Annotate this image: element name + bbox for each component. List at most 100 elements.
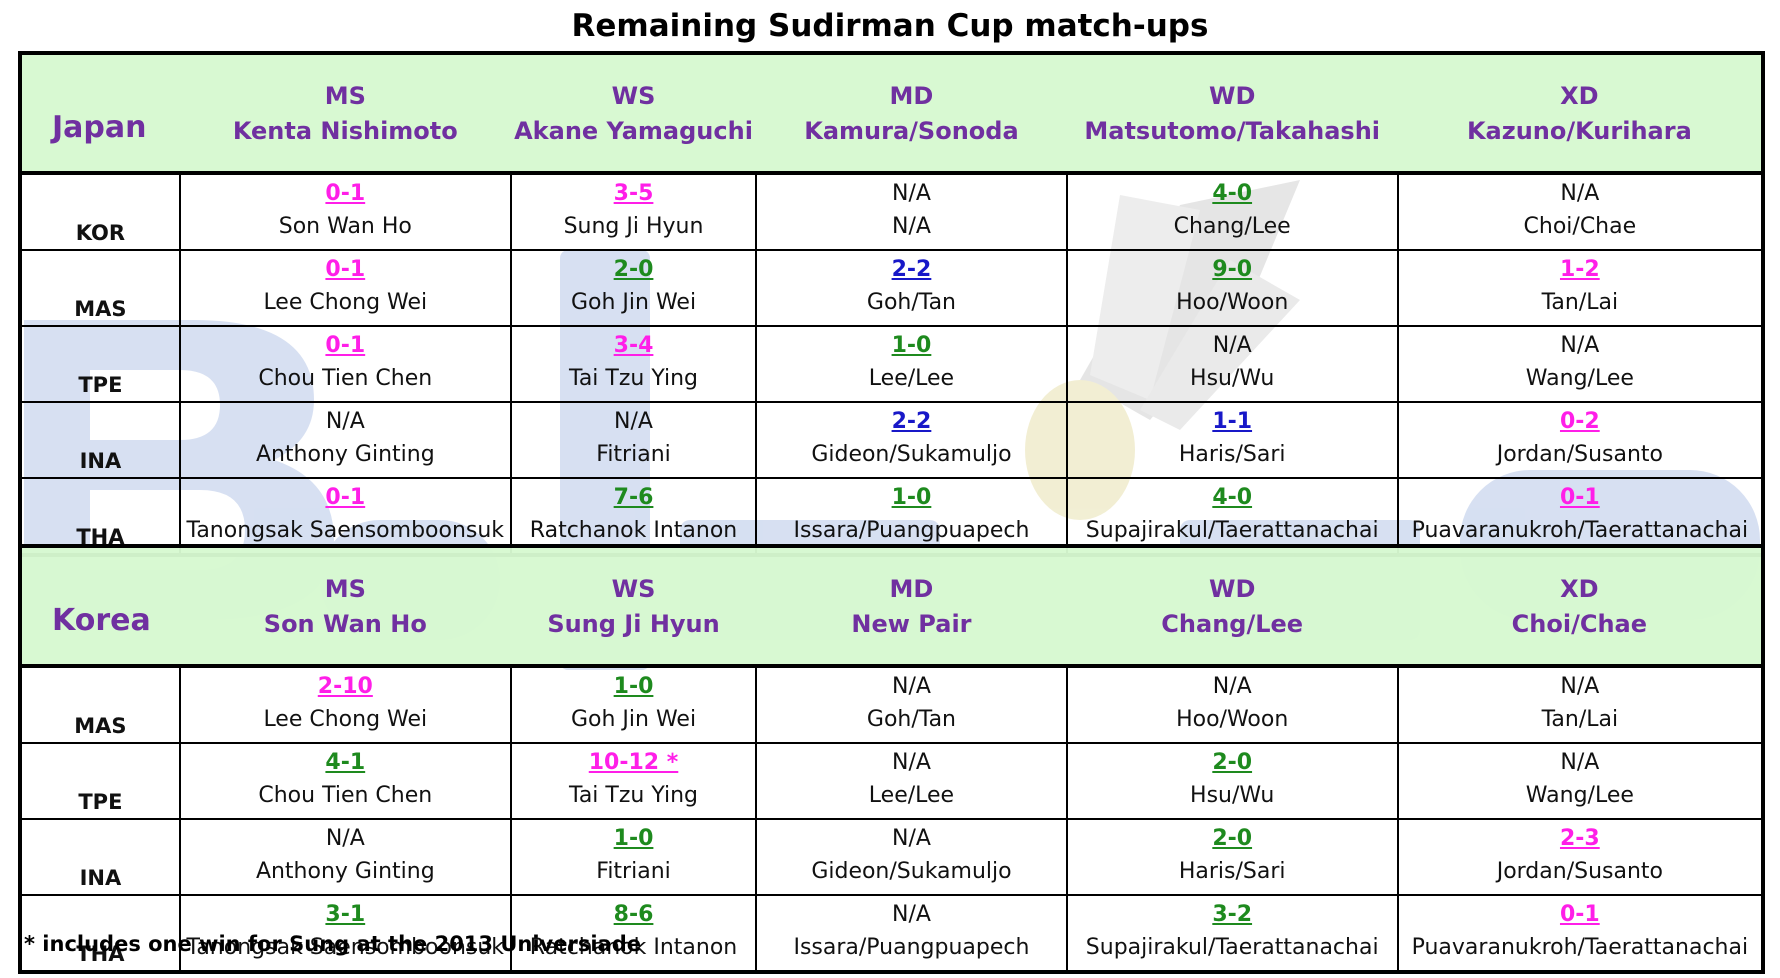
- matchup-cell: 7-6 Ratchanok Intanon: [509, 477, 758, 556]
- opponent-name: Chou Tien Chen: [258, 366, 433, 391]
- opponent-name: Tanongsak Saensomboonsuk: [186, 935, 505, 960]
- opponent-name: Son Wan Ho: [278, 214, 412, 239]
- event-header: WD Matsutomo/Takahashi: [1066, 53, 1398, 175]
- head-to-head-record[interactable]: 0-2: [1559, 409, 1600, 434]
- opponent-name: Lee Chong Wei: [263, 707, 428, 732]
- event-player: Son Wan Ho: [263, 610, 427, 638]
- matchup-cell: 0-1 Lee Chong Wei: [178, 249, 512, 327]
- matchup-cell: 0-1 Chou Tien Chen: [178, 325, 512, 403]
- head-to-head-record[interactable]: 1-0: [613, 826, 654, 851]
- head-to-head-record[interactable]: 0-1: [1559, 485, 1600, 510]
- opponent-name: Hsu/Wu: [1190, 783, 1275, 808]
- head-to-head-record[interactable]: 8-6: [613, 902, 654, 927]
- event-code: WS: [611, 82, 656, 110]
- opponent-name: Wang/Lee: [1525, 366, 1634, 391]
- head-to-head-record[interactable]: 10-12 *: [588, 750, 679, 775]
- matchup-cell: 1-0 Issara/Puangpuapech: [755, 477, 1068, 556]
- matchup-cell: N/A Gideon/Sukamuljo: [755, 818, 1068, 896]
- opponent-name: Tai Tzu Ying: [569, 366, 698, 391]
- head-to-head-record: N/A: [1212, 333, 1252, 358]
- event-header: XD Kazuno/Kurihara: [1397, 53, 1763, 175]
- head-to-head-record[interactable]: 1-2: [1559, 257, 1600, 282]
- opponent-name: Supajirakul/Taerattanachai: [1085, 935, 1379, 960]
- matchup-cell: 0-1 Son Wan Ho: [178, 172, 512, 251]
- event-code: MD: [889, 575, 934, 603]
- head-to-head-record[interactable]: 0-1: [325, 485, 366, 510]
- matchup-cell: 1-0 Goh Jin Wei: [509, 665, 758, 744]
- head-to-head-record: N/A: [891, 902, 931, 927]
- event-header: WD Chang/Lee: [1066, 546, 1398, 668]
- matchup-cell: 2-0 Goh Jin Wei: [509, 249, 758, 327]
- table-row: TPE 4-1 Chou Tien Chen 10-12 * Tai Tzu Ying N…: [19, 742, 1765, 820]
- head-to-head-record[interactable]: 4-0: [1212, 181, 1253, 206]
- head-to-head-record[interactable]: 1-1: [1212, 409, 1253, 434]
- head-to-head-record[interactable]: 0-1: [1559, 902, 1600, 927]
- head-to-head-record[interactable]: 0-1: [325, 257, 366, 282]
- matchup-cell: 3-4 Tai Tzu Ying: [509, 325, 758, 403]
- table-row: TPE 0-1 Chou Tien Chen 3-4 Tai Tzu Ying 1-0 Le…: [19, 325, 1765, 403]
- opponent-name: Tanongsak Saensomboonsuk: [186, 518, 505, 543]
- matchup-cell: N/A Wang/Lee: [1396, 742, 1765, 820]
- country-code: KOR: [19, 172, 181, 251]
- event-player: Chang/Lee: [1161, 610, 1304, 638]
- event-player: Kenta Nishimoto: [232, 117, 458, 145]
- head-to-head-record[interactable]: 4-0: [1212, 485, 1253, 510]
- page-title: Remaining Sudirman Cup match-ups: [571, 8, 1209, 44]
- head-to-head-record[interactable]: 2-3: [1559, 826, 1600, 851]
- head-to-head-record[interactable]: 7-6: [613, 485, 654, 510]
- opponent-name: Issara/Puangpuapech: [793, 935, 1030, 960]
- head-to-head-record[interactable]: 3-1: [325, 902, 366, 927]
- opponent-name: Choi/Chae: [1523, 214, 1637, 239]
- japan-matchup-table: Japan MS Kenta Nishimoto WS Akane Yamaguchi M…: [18, 51, 1765, 557]
- head-to-head-record: N/A: [891, 674, 931, 699]
- head-to-head-record[interactable]: 9-0: [1212, 257, 1253, 282]
- head-to-head-record[interactable]: 3-4: [613, 333, 654, 358]
- head-to-head-record[interactable]: 0-1: [325, 181, 366, 206]
- matchup-cell: N/A Anthony Ginting: [178, 401, 512, 479]
- matchup-cell: 10-12 * Tai Tzu Ying: [509, 742, 758, 820]
- event-code: MS: [324, 575, 366, 603]
- matchup-cell: N/A Choi/Chae: [1396, 172, 1765, 251]
- matchup-cell: 4-1 Chou Tien Chen: [178, 742, 512, 820]
- opponent-name: Fitriani: [596, 859, 671, 884]
- head-to-head-record[interactable]: 3-2: [1212, 902, 1253, 927]
- matchup-cell: 3-1 Tanongsak Saensomboonsuk: [178, 894, 512, 973]
- opponent-name: Hoo/Woon: [1176, 707, 1289, 732]
- matchup-cell: 2-10 Lee Chong Wei: [178, 665, 512, 744]
- matchup-cell: 0-2 Jordan/Susanto: [1396, 401, 1765, 479]
- event-code: MD: [889, 82, 934, 110]
- team-name: Japan: [20, 53, 180, 175]
- event-header: MS Kenta Nishimoto: [179, 53, 511, 175]
- table-row: MAS 2-10 Lee Chong Wei 1-0 Goh Jin Wei N/A Goh…: [19, 665, 1765, 744]
- opponent-name: N/A: [891, 214, 931, 239]
- head-to-head-record[interactable]: 1-0: [891, 333, 932, 358]
- matchup-cell: 4-0 Supajirakul/Taerattanachai: [1065, 477, 1399, 556]
- opponent-name: Goh Jin Wei: [570, 707, 697, 732]
- event-header: WS Sung Ji Hyun: [510, 546, 757, 668]
- head-to-head-record[interactable]: 2-0: [1212, 750, 1253, 775]
- opponent-name: Jordan/Susanto: [1496, 442, 1663, 467]
- head-to-head-record[interactable]: 0-1: [325, 333, 366, 358]
- head-to-head-record[interactable]: 2-2: [891, 257, 932, 282]
- head-to-head-record: N/A: [1560, 750, 1600, 775]
- opponent-name: Lee/Lee: [868, 783, 955, 808]
- country-code: THA: [19, 894, 181, 973]
- head-to-head-record[interactable]: 2-2: [891, 409, 932, 434]
- head-to-head-record[interactable]: 1-0: [891, 485, 932, 510]
- head-to-head-record[interactable]: 1-0: [613, 674, 654, 699]
- matchup-cell: 0-1 Tanongsak Saensomboonsuk: [178, 477, 512, 556]
- head-to-head-record: N/A: [325, 826, 365, 851]
- head-to-head-record[interactable]: 3-5: [613, 181, 654, 206]
- event-header: MD Kamura/Sonoda: [756, 53, 1067, 175]
- event-header: MS Son Wan Ho: [179, 546, 511, 668]
- footnote: * includes one win for Sung at the 2013 …: [24, 932, 641, 956]
- head-to-head-record[interactable]: 2-0: [1212, 826, 1253, 851]
- head-to-head-record[interactable]: 4-1: [325, 750, 366, 775]
- matchup-cell: 9-0 Hoo/Woon: [1065, 249, 1399, 327]
- event-code: WS: [611, 575, 656, 603]
- head-to-head-record[interactable]: 2-0: [613, 257, 654, 282]
- opponent-name: Hsu/Wu: [1190, 366, 1275, 391]
- opponent-name: Hoo/Woon: [1176, 290, 1289, 315]
- head-to-head-record[interactable]: 2-10: [317, 674, 373, 699]
- matchup-cell: N/A Hsu/Wu: [1065, 325, 1399, 403]
